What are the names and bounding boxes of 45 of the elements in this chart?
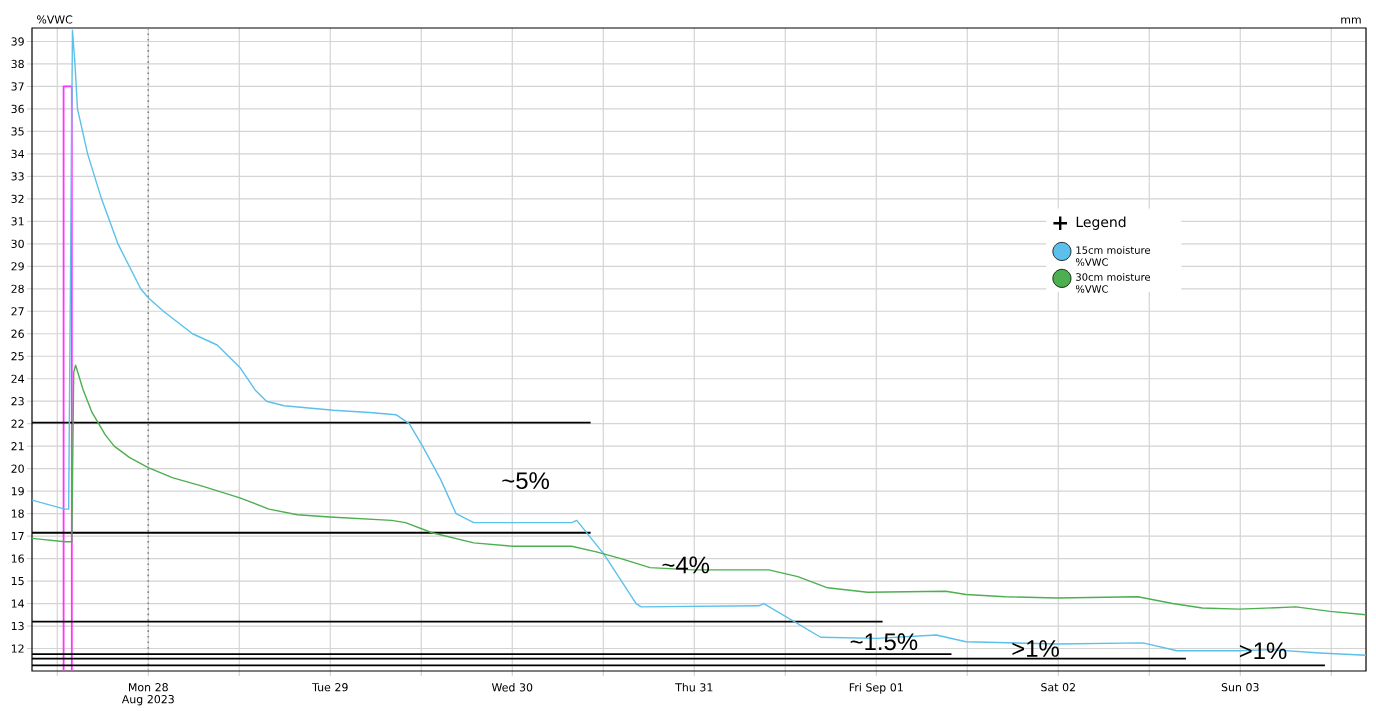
x-tick-label: Sat 02 <box>1041 683 1075 692</box>
y-axis-title: %VWC <box>36 15 73 24</box>
y-tick-label: 14 <box>11 599 25 608</box>
y-tick-label: 27 <box>11 307 24 316</box>
y-tick-label: 16 <box>11 554 24 563</box>
y-tick-label: 32 <box>11 194 24 204</box>
y-tick-label: 18 <box>11 509 24 518</box>
y-tick-label: 37 <box>11 82 24 91</box>
y-tick-label: 12 <box>11 644 24 653</box>
y-tick-label: 31 <box>11 217 24 226</box>
x-tick-label: Fri Sep 01 <box>849 683 903 694</box>
y-tick-label: 33 <box>11 172 24 181</box>
x-tick-label: Thu 31 <box>675 683 713 692</box>
y-tick-label: 38 <box>11 59 24 69</box>
y-tick-label: 28 <box>11 284 24 293</box>
y-tick-label: 17 <box>11 532 24 541</box>
annotation: ~4% <box>662 556 710 574</box>
x-tick-label: Sun 03 <box>1221 683 1259 692</box>
annotation: ~1.5% <box>850 633 918 651</box>
y-tick-label: 35 <box>11 127 24 136</box>
annotation: ~5% <box>502 472 549 490</box>
legend-label: 15cm moisture %VWC <box>1075 246 1151 266</box>
y-tick-label: 15 <box>11 576 24 586</box>
y-tick-label: 26 <box>11 329 24 338</box>
annotation: >1% <box>1012 640 1059 657</box>
y-tick-label: 24 <box>11 374 25 383</box>
y-tick-label: 36 <box>11 104 24 114</box>
y-tick-label: 22 <box>11 419 24 428</box>
x-tick-label: Wed 30 <box>491 683 533 692</box>
y-tick-label: 39 <box>11 37 24 46</box>
y-tick-label: 34 <box>11 149 25 159</box>
y-tick-label: 21 <box>11 442 24 451</box>
y-tick-label: 20 <box>11 464 24 473</box>
y-tick-label: 25 <box>11 352 24 361</box>
legend-label: 30cm moisture %VWC <box>1075 273 1151 293</box>
x-tick-label: Mon 28 Aug 2023 <box>121 683 174 706</box>
x-tick-label: Tue 29 <box>312 683 348 692</box>
y-tick-label: 23 <box>11 397 24 406</box>
legend-title: Legend <box>1076 216 1126 230</box>
line-series <box>32 364 1367 616</box>
y-tick-label: 29 <box>11 262 24 271</box>
y-tick-label: 13 <box>11 621 24 631</box>
y2-axis-title: mm <box>1341 17 1361 24</box>
y-tick-label: 19 <box>11 486 24 496</box>
y-tick-label: 30 <box>11 239 24 248</box>
